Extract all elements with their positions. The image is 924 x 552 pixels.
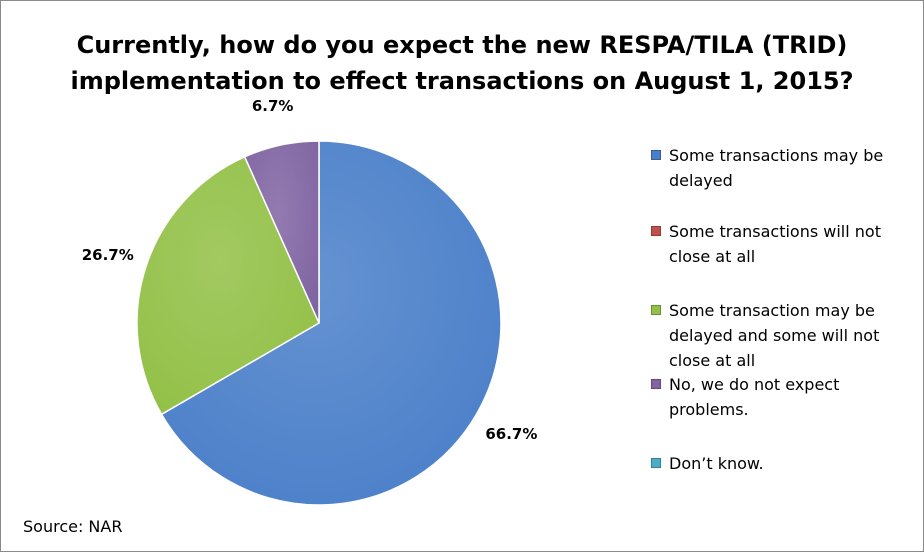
legend-label: Some transactions may be delayed <box>669 143 909 193</box>
legend-swatch <box>651 150 661 160</box>
source-note: Source: NAR <box>23 517 123 536</box>
legend-label: No, we do not expect problems. <box>669 372 909 422</box>
chart-title-line-2: implementation to effect transactions on… <box>70 67 854 95</box>
data-label-2: 26.7% <box>82 246 134 264</box>
legend-swatch <box>651 305 661 315</box>
data-label-0: 66.7% <box>485 425 537 443</box>
legend-label-line: delayed <box>669 171 733 190</box>
legend-label-line: close at all <box>669 247 756 266</box>
chart-title: Currently, how do you expect the new RES… <box>1 27 923 99</box>
legend-swatch <box>651 379 661 389</box>
legend-label: Some transactions will not close at all <box>669 219 909 269</box>
chart-title-line-1: Currently, how do you expect the new RES… <box>76 31 848 59</box>
pie-slice-0 <box>160 140 502 506</box>
legend-label-line: Some transactions will not <box>669 222 881 241</box>
pie-slice-2 <box>136 155 320 416</box>
legend-label: Some transaction may be delayed and some … <box>669 298 909 373</box>
legend-label-line: No, we do not expect <box>669 375 840 394</box>
legend-label-line: Some transactions may be <box>669 146 884 165</box>
pie-slice-3 <box>243 140 320 324</box>
legend-swatch <box>651 226 661 236</box>
legend-label-line: close at all <box>669 351 756 370</box>
legend-label-line: delayed and some will not <box>669 326 880 345</box>
legend-label-line: Some transaction may be <box>669 301 875 320</box>
legend-label-line: Don’t know. <box>669 454 764 473</box>
data-label-3: 6.7% <box>252 97 294 115</box>
legend-label-line: problems. <box>669 400 749 419</box>
legend-label: Don’t know. <box>669 451 909 476</box>
legend-swatch <box>651 458 661 468</box>
